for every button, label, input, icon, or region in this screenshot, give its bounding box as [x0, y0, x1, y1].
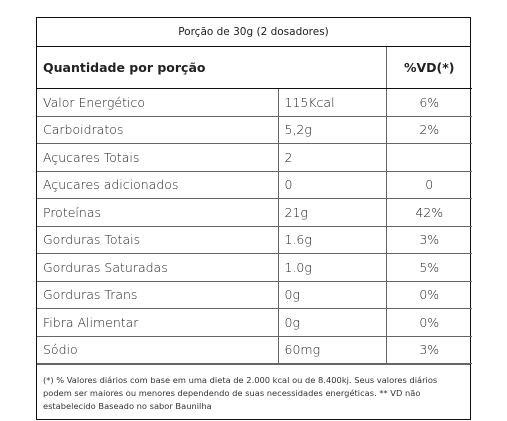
table-cell [385, 143, 472, 172]
table-cell: 0% [385, 280, 472, 309]
table-row: Açucares adicionados 0 0 [37, 170, 472, 199]
table-cell: 2 [277, 143, 387, 172]
table-cell: 115Kcal [277, 88, 387, 117]
table-grid: Quantidade por porção %VD(*) Valor Energ… [37, 47, 472, 364]
table-cell: 1.0g [277, 253, 387, 282]
table-cell: Gorduras Totais [37, 225, 279, 254]
table-cell: 5,2g [277, 115, 387, 144]
table-cell: 5% [385, 253, 472, 282]
table-row: Gorduras Trans 0g 0% [37, 280, 472, 309]
table-cell: 0g [277, 308, 387, 337]
table-row: Gorduras Saturadas 1.0g 5% [37, 253, 472, 282]
table-row: Carboidratos 5,2g 2% [37, 115, 472, 144]
nutrition-table: Porção de 30g (2 dosadores) Quantidade p… [36, 17, 472, 420]
table-cell: Açucares adicionados [37, 170, 279, 199]
header-cell: Quantidade por porção [37, 47, 387, 89]
table-cell: 3% [385, 335, 472, 364]
table-cell: 0g [277, 280, 387, 309]
table-cell: Valor Energético [37, 88, 279, 117]
table-cell: 6% [385, 88, 472, 117]
table-cell: 2% [385, 115, 472, 144]
table-cell: Gorduras Trans [37, 280, 279, 309]
table-body: Quantidade por porção %VD(*) Valor Energ… [37, 47, 472, 364]
table-cell: Gorduras Saturadas [37, 253, 279, 282]
table-cell: 1.6g [277, 225, 387, 254]
table-row: Proteínas 21g 42% [37, 198, 472, 227]
table-row: Sódio 60mg 3% [37, 335, 472, 364]
table-cell: Açucares Totais [37, 143, 279, 172]
table-row: Gorduras Totais 1.6g 3% [37, 225, 472, 254]
table-row: Fibra Alimentar 0g 0% [37, 308, 472, 337]
table-cell: Sódio [37, 335, 279, 364]
table-cell: 0 [277, 170, 387, 199]
table-cell: 21g [277, 198, 387, 227]
table-cell: Proteínas [37, 198, 279, 227]
table-cell: Carboidratos [37, 115, 279, 144]
header-row: Quantidade por porção %VD(*) [37, 47, 472, 89]
table-cell: 60mg [277, 335, 387, 364]
table-title: Porção de 30g (2 dosadores) [37, 18, 470, 47]
header-cell: %VD(*) [385, 47, 472, 89]
footnote: (*) % Valores diários com base em uma di… [37, 364, 470, 419]
table-row: Valor Energético 115Kcal 6% [37, 88, 472, 117]
table-row: Açucares Totais 2 [37, 143, 472, 172]
table-cell: 0 [385, 170, 472, 199]
table-cell: Fibra Alimentar [37, 308, 279, 337]
table-cell: 42% [385, 198, 472, 227]
table-cell: 3% [385, 225, 472, 254]
table-cell: 0% [385, 308, 472, 337]
